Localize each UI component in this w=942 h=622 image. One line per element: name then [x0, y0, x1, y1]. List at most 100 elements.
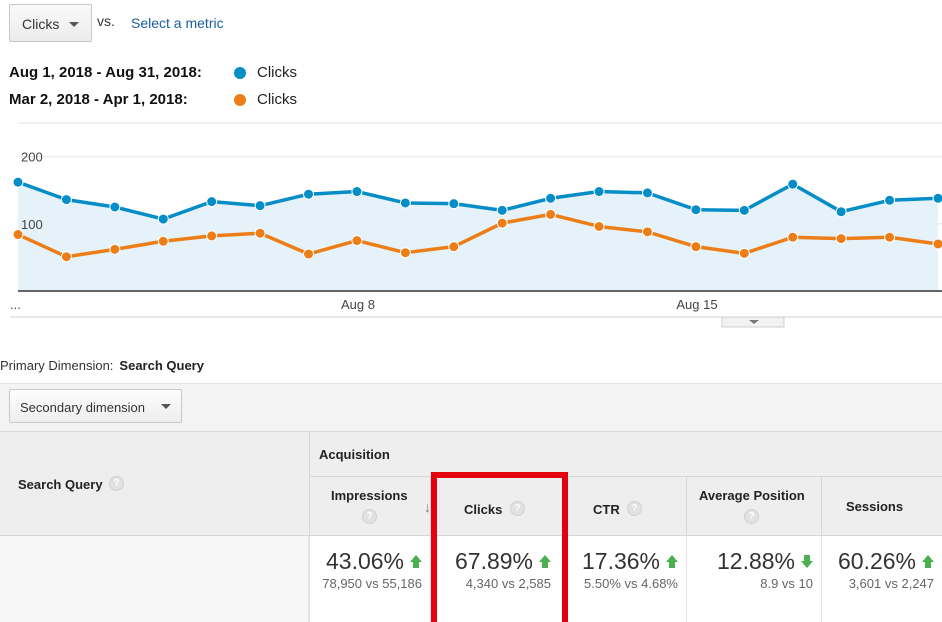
help-icon[interactable]: ?	[362, 509, 377, 524]
data-point	[206, 230, 218, 242]
impressions-cell: 43.06% 78,950 vs 55,186	[309, 536, 430, 622]
column-header-label: Impressions	[331, 488, 408, 503]
chevron-down-icon	[69, 22, 79, 27]
data-point	[835, 233, 847, 245]
help-icon[interactable]: ?	[510, 501, 525, 516]
arrow-down-icon	[801, 555, 813, 568]
x-tick-label: Aug 15	[676, 297, 717, 312]
data-point	[60, 251, 72, 263]
data-point	[303, 188, 315, 200]
data-point	[496, 217, 508, 229]
data-point	[109, 201, 121, 213]
data-point	[835, 206, 847, 218]
data-point	[641, 187, 653, 199]
line-chart[interactable]: 200 100... Aug 8 Aug 15	[0, 118, 942, 328]
data-point	[448, 241, 460, 253]
column-header-average-position[interactable]: Average Position ?	[686, 476, 821, 535]
data-point	[496, 204, 508, 216]
arrow-up-icon	[410, 555, 422, 568]
column-header-label: Average Position	[699, 488, 805, 503]
average-position-change: 12.88%	[717, 548, 813, 575]
acquisition-title: Acquisition	[319, 447, 390, 462]
metric-dropdown[interactable]: Clicks	[9, 4, 92, 42]
column-header-impressions[interactable]: Impressions ?	[309, 476, 430, 535]
legend-series-label: Clicks	[257, 64, 297, 81]
primary-dimension: Primary Dimension: Search Query	[0, 358, 204, 373]
series-line	[17, 180, 939, 221]
data-point	[884, 194, 896, 206]
help-icon[interactable]: ?	[744, 509, 759, 524]
data-point	[738, 247, 750, 259]
sessions-compare: 3,601 vs 2,247	[848, 576, 934, 591]
data-point	[157, 213, 169, 225]
secondary-dimension-label: Secondary dimension	[20, 400, 146, 415]
data-point	[254, 200, 266, 212]
secondary-dimension-dropdown[interactable]: Secondary dimension	[9, 389, 182, 423]
series-line	[17, 212, 939, 259]
data-point	[206, 196, 218, 208]
data-point	[12, 176, 24, 188]
chevron-down-icon	[161, 404, 171, 409]
data-point	[690, 241, 702, 253]
series-dot-icon	[234, 67, 246, 79]
metric-dropdown-label: Clicks	[22, 16, 60, 32]
column-header-clicks[interactable]: Clicks ?	[430, 476, 565, 535]
sort-desc-icon[interactable]: ↓	[424, 499, 431, 515]
x-tick-label: ...	[10, 297, 21, 312]
line-chart-svg: 200 100... Aug 8 Aug 15	[10, 122, 942, 328]
help-icon[interactable]: ?	[627, 501, 642, 516]
primary-dimension-value[interactable]: Search Query	[119, 358, 204, 373]
clicks-cell: 67.89% 4,340 vs 2,585	[430, 536, 565, 622]
sessions-cell: 60.26% 3,601 vs 2,247	[821, 536, 942, 622]
data-point	[351, 235, 363, 247]
data-point	[641, 226, 653, 238]
search-query-header-label: Search Query	[18, 477, 103, 492]
data-point	[545, 208, 557, 220]
data-point	[787, 178, 799, 190]
ctr-compare: 5.50% vs 4.68%	[584, 576, 678, 591]
data-point	[690, 204, 702, 216]
ctr-cell: 17.36% 5.50% vs 4.68%	[565, 536, 686, 622]
x-tick-label: Aug 8	[341, 297, 375, 312]
help-icon[interactable]: ?	[109, 476, 124, 491]
impressions-compare: 78,950 vs 55,186	[322, 576, 422, 591]
divider	[310, 476, 942, 477]
legend-range: Mar 2, 2018 - Apr 1, 2018:	[9, 91, 188, 108]
search-query-header[interactable]: Search Query ?	[0, 431, 309, 536]
data-point	[157, 235, 169, 247]
acquisition-header: Acquisition	[309, 431, 942, 536]
data-point	[448, 198, 460, 210]
sessions-change: 60.26%	[838, 548, 934, 575]
select-metric-link[interactable]: Select a metric	[131, 15, 224, 31]
data-point	[399, 197, 411, 209]
data-point	[12, 229, 24, 241]
legend-series-label: Clicks	[257, 91, 297, 108]
average-position-cell: 12.88% 8.9 vs 10	[686, 536, 821, 622]
column-header-label: Clicks	[464, 502, 503, 517]
impressions-change: 43.06%	[326, 548, 422, 575]
column-header-ctr[interactable]: CTR ?	[565, 476, 686, 535]
clicks-compare: 4,340 vs 2,585	[465, 576, 551, 591]
chevron-down-icon	[749, 320, 759, 324]
table-row: 43.06% 78,950 vs 55,186 67.89% 4,340 vs …	[0, 536, 942, 622]
arrow-up-icon	[666, 555, 678, 568]
data-point	[593, 220, 605, 232]
data-point	[109, 243, 121, 255]
search-query-cell[interactable]	[0, 536, 309, 622]
legend-range: Aug 1, 2018 - Aug 31, 2018:	[9, 64, 202, 81]
data-point	[399, 247, 411, 259]
arrow-up-icon	[922, 555, 934, 568]
column-header-sessions[interactable]: Sessions	[821, 476, 942, 535]
data-point	[351, 186, 363, 198]
primary-dimension-label: Primary Dimension:	[0, 358, 114, 373]
data-point	[884, 231, 896, 243]
data-point	[593, 186, 605, 198]
series-dot-icon	[234, 94, 246, 106]
data-point	[254, 227, 266, 239]
y-tick-label: 100	[21, 217, 43, 232]
clicks-change: 67.89%	[455, 548, 551, 575]
data-point	[303, 248, 315, 260]
y-tick-label: 200	[21, 150, 43, 165]
data-point	[932, 192, 942, 204]
data-point	[738, 204, 750, 216]
